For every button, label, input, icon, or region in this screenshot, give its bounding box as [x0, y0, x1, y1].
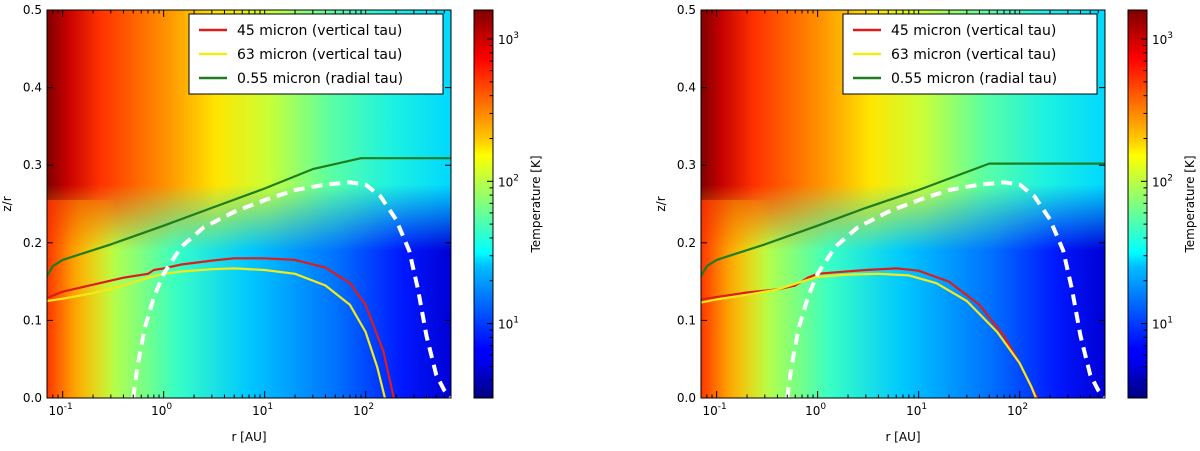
x-tick-label: 10-1: [703, 402, 727, 418]
legend-label-63-micron: 63 micron (vertical tau): [891, 47, 1056, 63]
legend: 45 micron (vertical tau) 63 micron (vert…: [842, 13, 1098, 95]
legend-label-45-micron: 45 micron (vertical tau): [237, 23, 402, 39]
colorbar-tick-label: 102: [498, 173, 519, 189]
colorbar-tick-label: 102: [1152, 173, 1173, 189]
legend-label-63-micron: 63 micron (vertical tau): [237, 47, 402, 63]
axes: 0.0 0.1 0.2 0.3 0.4 0.5 10-1 100 101 102: [23, 3, 451, 418]
legend-label-45-micron: 45 micron (vertical tau): [891, 23, 1056, 39]
y-tick-label: 0.0: [677, 391, 696, 405]
x-axis-label: r [AU]: [885, 430, 920, 444]
legend: 45 micron (vertical tau) 63 micron (vert…: [188, 13, 444, 95]
y-tick-label: 0.4: [677, 81, 696, 95]
series-lines: [701, 162, 1105, 398]
right-panel: 0.0 0.1 0.2 0.3 0.4 0.5 10-1 100 101 102 r [AU] z…: [654, 3, 1197, 444]
x-tick-label: 10-1: [49, 402, 73, 418]
x-tick-label: 102: [353, 402, 374, 418]
x-tick-label: 100: [805, 402, 826, 418]
colorbar-tick-label: 103: [1152, 31, 1173, 47]
x-tick-label: 102: [1007, 402, 1028, 418]
x-tick-label: 101: [252, 402, 273, 418]
series-lines: [47, 157, 451, 398]
colorbar-label: Temperature [K]: [1183, 155, 1197, 253]
series-line-63-micron-vertical-tau: [701, 272, 1037, 398]
axes: 0.0 0.1 0.2 0.3 0.4 0.5 10-1 100 101 102: [677, 3, 1105, 418]
series-line-0-55-micron-radial-tau: [701, 162, 1105, 278]
colorbar-label: Temperature [K]: [529, 155, 543, 253]
x-tick-label: 100: [151, 402, 172, 418]
y-tick-label: 0.2: [677, 236, 696, 250]
y-tick-label: 0.1: [677, 313, 696, 327]
y-tick-label: 0.2: [23, 236, 42, 250]
y-axis-label: z/r: [0, 196, 14, 211]
colorbar-tick-label: 101: [1152, 316, 1173, 332]
y-tick-label: 0.3: [677, 158, 696, 172]
y-tick-label: 0.5: [23, 3, 42, 17]
colorbar: 101 102 103 Temperature [K]: [473, 9, 543, 399]
x-tick-label: 101: [906, 402, 927, 418]
series-line-63-micron-vertical-tau: [47, 267, 386, 398]
series-line-0-55-micron-radial-tau: [47, 157, 451, 278]
y-tick-label: 0.0: [23, 391, 42, 405]
colorbar: 101 102 103 Temperature [K]: [1127, 9, 1197, 399]
colorbar-tick-label: 101: [498, 316, 519, 332]
series-line-boundary: [131, 180, 451, 398]
y-tick-label: 0.5: [677, 3, 696, 17]
series-line-45-micron-vertical-tau: [47, 257, 395, 398]
series-line-boundary: [785, 180, 1105, 398]
y-tick-label: 0.1: [23, 313, 42, 327]
legend-label-055-micron: 0.55 micron (radial tau): [891, 71, 1057, 87]
x-axis-label: r [AU]: [231, 430, 266, 444]
colorbar-tick-label: 103: [498, 31, 519, 47]
y-axis-label: z/r: [654, 196, 668, 211]
y-tick-label: 0.3: [23, 158, 42, 172]
y-tick-label: 0.4: [23, 81, 42, 95]
legend-label-055-micron: 0.55 micron (radial tau): [237, 71, 403, 87]
left-panel: 0.0 0.1 0.2 0.3 0.4 0.5 10-1 100 101 102 r [AU] z…: [0, 3, 543, 444]
